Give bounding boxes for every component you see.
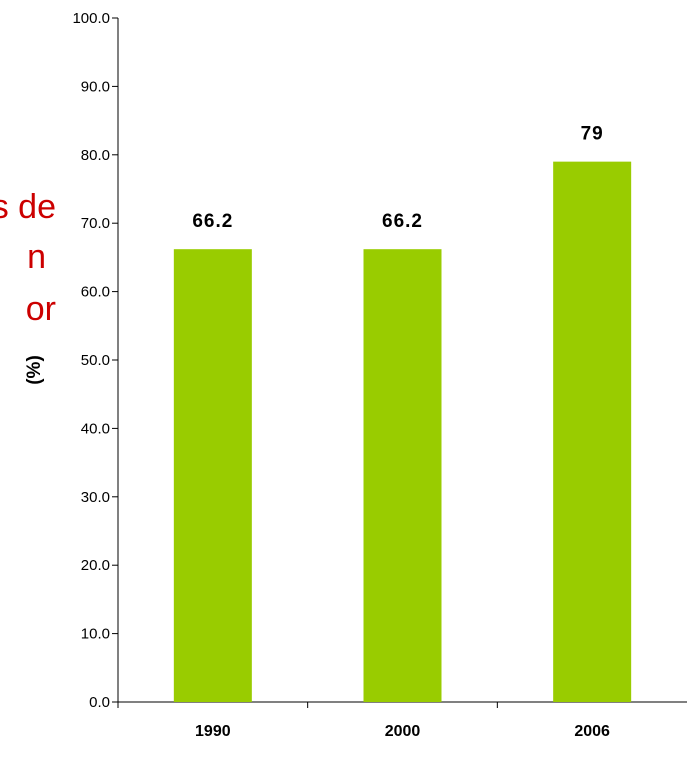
- y-tick-label: 0.0: [89, 694, 110, 711]
- y-tick-label: 50.0: [81, 352, 110, 369]
- y-tick-label: 30.0: [81, 489, 110, 506]
- y-tick-label: 20.0: [81, 557, 110, 574]
- x-category-label-2006: 2006: [574, 723, 610, 740]
- x-category-label-2000: 2000: [385, 723, 421, 740]
- bars: [173, 161, 632, 702]
- y-tick-label: 70.0: [81, 215, 110, 232]
- y-axis: 0.0 10.0 20.0 30.0 40.0 50.0 60.0 70.0 80.0 90.0 1…: [72, 10, 119, 711]
- data-label-2006: 79: [581, 124, 604, 145]
- overlay-text-group: s de n or: [0, 188, 56, 328]
- x-category-label-1990: 1990: [195, 723, 231, 740]
- data-label-2000: 66.2: [382, 211, 423, 232]
- x-axis: 1990 2000 2006: [117, 701, 687, 740]
- y-tick-label: 10.0: [81, 626, 110, 643]
- data-label-1990: 66.2: [192, 211, 233, 232]
- bar-2006: [553, 161, 632, 702]
- y-tick-label: 40.0: [81, 420, 110, 437]
- data-labels: 66.2 66.2 79: [192, 124, 604, 233]
- y-tick-label: 100.0: [72, 10, 110, 27]
- y-tick-label: 60.0: [81, 284, 110, 301]
- bar-2000: [363, 249, 442, 702]
- y-tick-label: 80.0: [81, 147, 110, 164]
- overlay-text-line-1: s de: [0, 188, 56, 226]
- overlay-text-line-2: n: [27, 238, 46, 276]
- y-tick-label: 90.0: [81, 78, 110, 95]
- y-axis-label: (%): [24, 355, 45, 385]
- bar-1990: [173, 249, 252, 702]
- overlay-text-line-3: or: [26, 290, 56, 328]
